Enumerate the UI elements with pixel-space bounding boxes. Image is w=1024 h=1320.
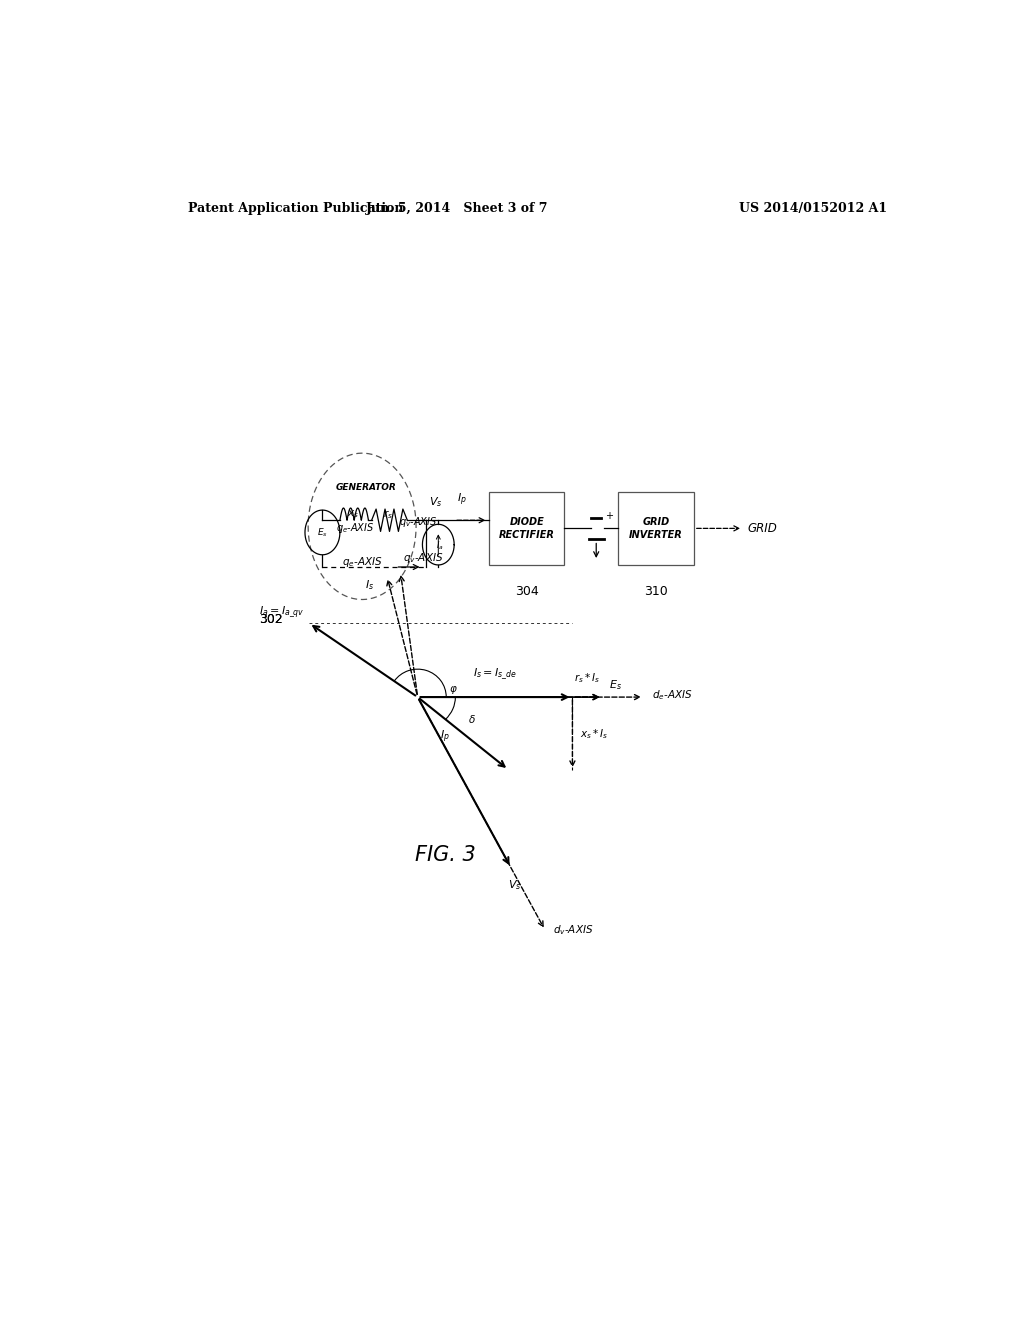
Text: $q_e$-AXIS: $q_e$-AXIS [342, 556, 383, 569]
Text: $I_a=I_{a\_qv}$: $I_a=I_{a\_qv}$ [259, 605, 305, 620]
Text: $I_s=I_{s\_de}$: $I_s=I_{s\_de}$ [473, 667, 517, 682]
Text: $r_s*I_s$: $r_s*I_s$ [574, 671, 601, 685]
Text: $q_v$-AXIS: $q_v$-AXIS [402, 550, 443, 565]
Text: GENERATOR: GENERATOR [336, 483, 396, 492]
Text: $d_v$-AXIS: $d_v$-AXIS [553, 923, 594, 937]
Text: FIG. 3: FIG. 3 [415, 845, 476, 865]
Text: Patent Application Publication: Patent Application Publication [187, 202, 403, 215]
Text: $\delta$: $\delta$ [468, 713, 475, 726]
Text: 302: 302 [259, 612, 283, 626]
Text: Jun. 5, 2014   Sheet 3 of 7: Jun. 5, 2014 Sheet 3 of 7 [367, 202, 549, 215]
Text: 310: 310 [644, 585, 668, 598]
FancyBboxPatch shape [618, 492, 694, 565]
Text: $q_v$-AXIS: $q_v$-AXIS [399, 515, 437, 529]
Text: $I_a$: $I_a$ [436, 540, 443, 552]
FancyBboxPatch shape [489, 492, 564, 565]
Text: $\varphi$: $\varphi$ [450, 684, 458, 696]
Text: 304: 304 [515, 585, 539, 598]
Text: $x_s$: $x_s$ [346, 508, 358, 520]
Text: $I_p$: $I_p$ [439, 729, 450, 746]
Text: $V_s$: $V_s$ [429, 495, 442, 508]
Text: $E_s$: $E_s$ [609, 678, 622, 692]
Text: $r_s$: $r_s$ [383, 508, 392, 520]
Text: $I_p$: $I_p$ [457, 491, 466, 508]
Text: $d_e$-AXIS: $d_e$-AXIS [651, 688, 692, 702]
Text: $q_e$-AXIS: $q_e$-AXIS [336, 521, 374, 535]
Text: GRID: GRID [748, 521, 777, 535]
Text: $I_s$: $I_s$ [366, 578, 375, 591]
Text: $V_s$: $V_s$ [508, 878, 521, 892]
Text: $E_s$: $E_s$ [317, 527, 328, 539]
Text: +: + [605, 511, 612, 521]
Text: 302: 302 [259, 612, 283, 626]
Text: GRID
INVERTER: GRID INVERTER [630, 517, 683, 540]
Text: US 2014/0152012 A1: US 2014/0152012 A1 [739, 202, 887, 215]
Text: $x_s*I_s$: $x_s*I_s$ [580, 727, 608, 741]
Text: DIODE
RECTIFIER: DIODE RECTIFIER [499, 517, 555, 540]
